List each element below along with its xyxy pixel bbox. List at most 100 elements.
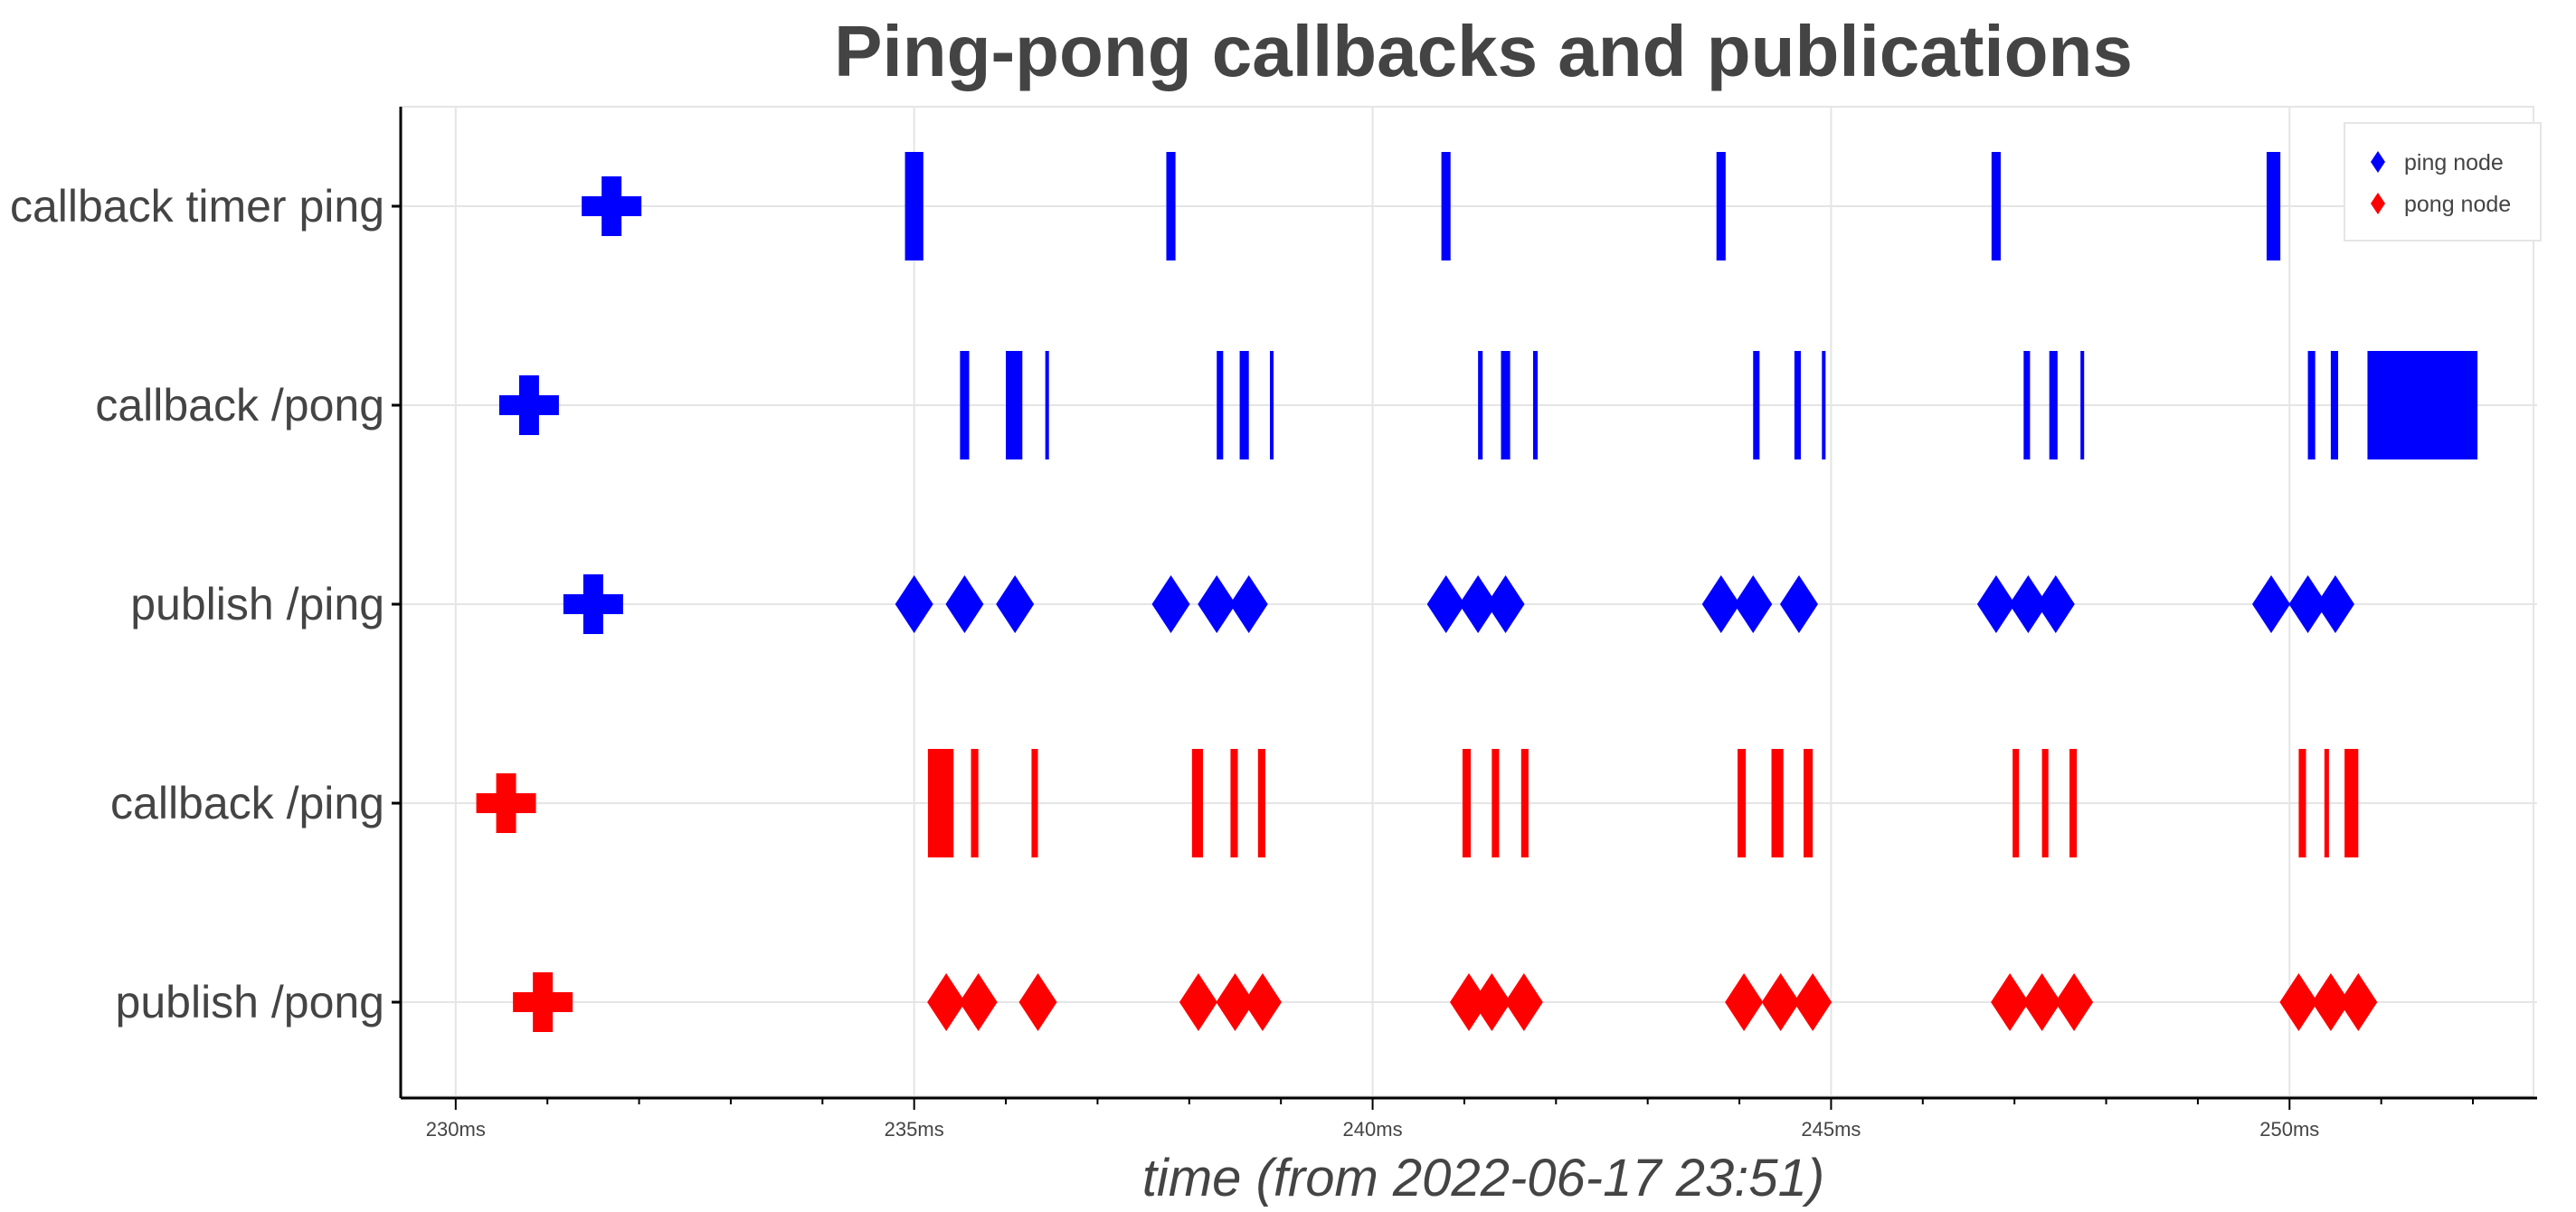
publication-diamond-marker	[2288, 575, 2327, 633]
y-tick-label: callback timer ping	[10, 181, 384, 232]
publication-diamond-marker	[2316, 575, 2354, 633]
y-tick-label: publish /ping	[130, 579, 384, 630]
callback-duration-bar	[1804, 749, 1814, 857]
callback-duration-bar	[2080, 351, 2085, 459]
publication-diamond-marker	[1701, 575, 1740, 633]
publication-diamond-marker	[1459, 575, 1498, 633]
callback-duration-bar	[1045, 351, 1049, 459]
x-tick-label: 235ms	[885, 1118, 944, 1141]
callback-duration-bar	[1441, 152, 1451, 260]
publication-diamond-marker	[2055, 973, 2094, 1031]
publication-diamond-marker	[1779, 575, 1818, 633]
callback-duration-bar	[1738, 749, 1747, 857]
callback-duration-bar	[1492, 749, 1500, 857]
publication-diamond-marker	[1426, 575, 1465, 633]
publication-diamond-marker	[1761, 973, 1800, 1031]
callback-duration-bar	[2069, 749, 2078, 857]
callback-duration-bar	[2344, 749, 2359, 857]
callback-duration-bar	[1532, 351, 1539, 459]
publication-diamond-marker	[2036, 575, 2075, 633]
publication-diamond-marker	[1725, 973, 1764, 1031]
init-cross-marker	[563, 574, 623, 634]
callback-duration-bar	[1753, 351, 1760, 459]
callback-duration-bar	[1478, 351, 1483, 459]
chart-title: Ping-pong callbacks and publications	[834, 11, 2133, 91]
callback-duration-bar	[2041, 749, 2049, 857]
callback-duration-bar	[2012, 749, 2020, 857]
publication-diamond-marker	[1198, 575, 1236, 633]
publication-diamond-marker	[1151, 575, 1190, 633]
callback-duration-bar	[927, 749, 954, 857]
x-tick-label: 240ms	[1343, 1118, 1403, 1141]
grid	[401, 107, 2537, 1098]
callback-duration-bar	[1794, 351, 1801, 459]
data-marks	[476, 152, 2478, 1032]
callback-duration-bar	[1166, 152, 1176, 260]
publication-diamond-marker	[996, 575, 1035, 633]
y-tick-label: publish /pong	[116, 977, 384, 1027]
publication-diamond-marker	[1473, 973, 1511, 1031]
publication-diamond-marker	[2279, 973, 2318, 1031]
callback-duration-bar	[1239, 351, 1249, 459]
publication-diamond-marker	[1504, 973, 1543, 1031]
legend-ping-label: ping node	[2404, 150, 2504, 175]
publication-diamond-marker	[2022, 973, 2061, 1031]
legend-box	[2344, 122, 2542, 241]
legend: ping node pong node	[2344, 122, 2542, 241]
publication-diamond-marker	[927, 973, 966, 1031]
callback-duration-bar	[1191, 749, 1204, 857]
y-tick-label: callback /pong	[95, 380, 384, 431]
callback-duration-bar	[1006, 351, 1023, 459]
legend-pong-label: pong node	[2404, 192, 2511, 217]
publication-diamond-marker	[1243, 973, 1282, 1031]
callback-duration-bar	[1716, 152, 1726, 260]
publication-diamond-marker	[1229, 575, 1268, 633]
publication-diamond-marker	[1976, 575, 2015, 633]
callback-duration-bar	[1257, 749, 1265, 857]
callback-duration-bar	[2049, 351, 2058, 459]
publication-diamond-marker	[1486, 575, 1525, 633]
callback-duration-bar	[1230, 749, 1238, 857]
x-ticks: 230ms 235ms 240ms 245ms 250ms	[426, 1098, 2475, 1141]
publication-diamond-marker	[1018, 973, 1057, 1031]
callback-duration-bar	[1031, 749, 1038, 857]
callback-duration-bar	[1991, 152, 2001, 260]
callback-duration-bar	[1270, 351, 1274, 459]
series-pong-node	[476, 749, 2378, 1032]
publication-diamond-marker	[2009, 575, 2048, 633]
publication-diamond-marker	[2252, 575, 2291, 633]
publication-diamond-marker	[2339, 973, 2378, 1031]
callback-duration-bar	[2367, 351, 2478, 459]
callback-duration-bar	[2266, 152, 2281, 260]
publication-diamond-marker	[1991, 973, 2030, 1031]
publication-diamond-marker	[945, 575, 984, 633]
callback-duration-bar	[1771, 749, 1784, 857]
publication-diamond-marker	[1734, 575, 1773, 633]
x-tick-label: 245ms	[1801, 1118, 1861, 1141]
callback-duration-bar	[2330, 351, 2339, 459]
legend-ping-diamond-icon	[2371, 151, 2385, 173]
callback-duration-bar	[1462, 749, 1472, 857]
y-tick-labels: callback timer ping callback /pong publish…	[10, 181, 401, 1027]
publication-diamond-marker	[1179, 973, 1217, 1031]
callback-duration-bar	[1501, 351, 1511, 459]
publication-diamond-marker	[2311, 973, 2350, 1031]
series-ping-node	[498, 152, 2478, 634]
init-cross-marker	[476, 773, 536, 833]
axes	[399, 107, 2537, 1100]
callback-duration-bar	[1822, 351, 1826, 459]
callback-duration-bar	[2307, 351, 2316, 459]
init-cross-marker	[513, 972, 573, 1032]
callback-duration-bar	[904, 152, 923, 260]
init-cross-marker	[582, 176, 642, 236]
callback-duration-bar	[971, 749, 979, 857]
x-tick-label: 230ms	[426, 1118, 486, 1141]
callback-duration-bar	[2298, 749, 2306, 857]
x-tick-label: 250ms	[2259, 1118, 2319, 1141]
publication-diamond-marker	[1216, 973, 1255, 1031]
callback-duration-bar	[2324, 749, 2329, 857]
publication-diamond-marker	[1450, 973, 1488, 1031]
callback-duration-bar	[960, 351, 970, 459]
publication-diamond-marker	[1794, 973, 1833, 1031]
